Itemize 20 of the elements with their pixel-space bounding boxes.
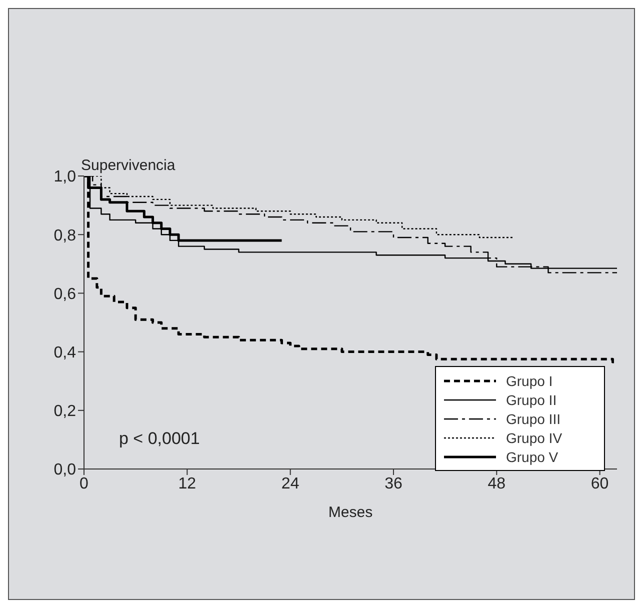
y-tick-label: 0,4 xyxy=(54,344,76,362)
x-tick-label: 24 xyxy=(281,475,300,492)
y-axis-title: Supervivencia xyxy=(81,157,176,174)
legend-label: Grupo III xyxy=(506,410,560,426)
y-tick-label: 1,0 xyxy=(54,168,76,186)
x-axis-title: Meses xyxy=(328,504,373,521)
y-tick-label: 0,2 xyxy=(54,403,76,420)
legend-label: Grupo IV xyxy=(506,430,562,446)
y-tick-label: 0,6 xyxy=(54,286,76,303)
y-tick-label: 0,8 xyxy=(54,227,76,244)
y-tick-label: 0,0 xyxy=(54,462,76,479)
legend-label: Grupo I xyxy=(506,372,553,388)
annotation: p < 0,0001 xyxy=(119,429,200,449)
x-tick-label: 36 xyxy=(384,475,402,492)
x-tick-label: 48 xyxy=(488,475,506,492)
legend-label: Grupo V xyxy=(506,448,558,464)
x-tick-label: 0 xyxy=(80,475,89,492)
legend-label: Grupo II xyxy=(506,392,557,408)
x-tick-label: 12 xyxy=(178,475,196,492)
x-tick-label: 60 xyxy=(590,475,609,492)
